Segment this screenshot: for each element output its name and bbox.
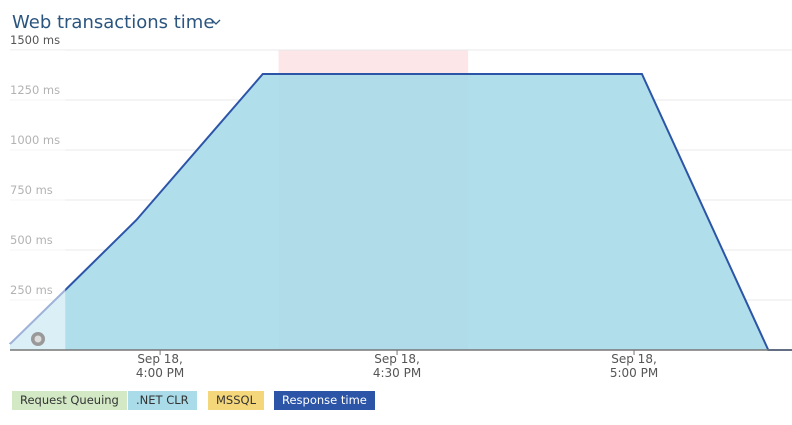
x-tick-label: Sep 18, 4:00 PM — [135, 352, 185, 380]
dropdown-chevron[interactable] — [211, 19, 221, 25]
area — [10, 74, 792, 350]
legend-item[interactable]: Request Queuing — [12, 391, 127, 410]
chart-title: Web transactions time — [12, 12, 215, 33]
legend-item[interactable]: MSSQL — [208, 391, 264, 410]
x-tick-label: Sep 18, 4:30 PM — [372, 352, 422, 380]
legend-item[interactable]: .NET CLR — [128, 391, 197, 410]
x-tick-label: Sep 18, 5:00 PM — [609, 352, 659, 380]
legend-item[interactable]: Response time — [274, 391, 375, 410]
partial-data-band — [10, 50, 66, 350]
eye-icon-pupil — [34, 335, 42, 343]
y-tick-label: 1500 ms — [10, 33, 60, 47]
